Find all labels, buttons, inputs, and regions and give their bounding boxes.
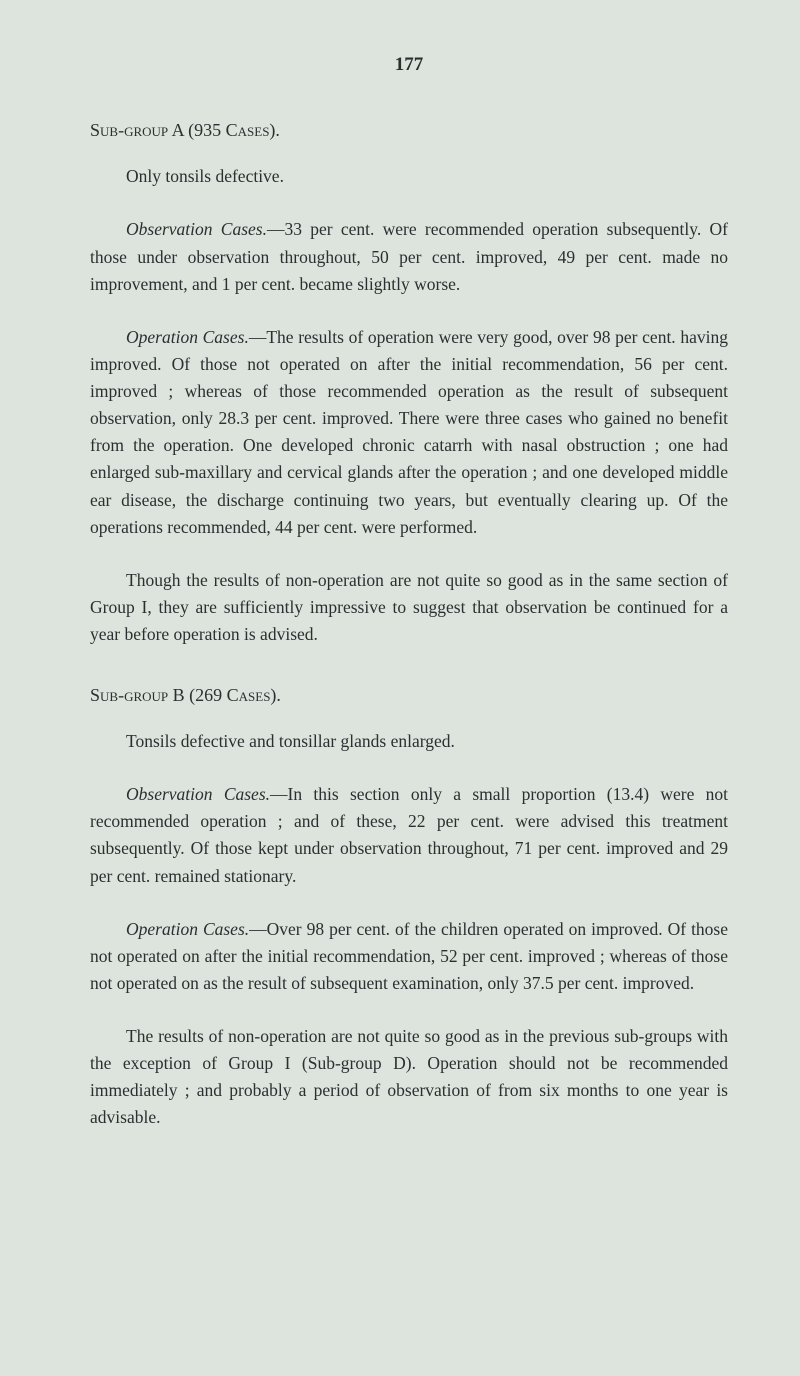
group-b-para-3: The results of non-operation are not qui… bbox=[90, 1023, 728, 1132]
group-b-para-2: Operation Cases.—Over 98 per cent. of th… bbox=[90, 916, 728, 997]
group-b-para-1: Observation Cases.—In this section only … bbox=[90, 781, 728, 890]
group-a-para-1: Observation Cases.—33 per cent. were rec… bbox=[90, 216, 728, 297]
run-in-heading: Operation Cases. bbox=[126, 327, 249, 347]
group-a-para-3: Though the results of non-operation are … bbox=[90, 567, 728, 648]
group-b-subline: Tonsils defective and tonsillar glands e… bbox=[126, 728, 728, 755]
group-a-subline: Only tonsils defective. bbox=[126, 163, 728, 190]
group-b-heading: Sub-group B (269 Cases). bbox=[90, 682, 728, 710]
run-in-heading: Observation Cases. bbox=[126, 784, 270, 804]
group-a-heading: Sub-group A (935 Cases). bbox=[90, 117, 728, 145]
page-number: 177 bbox=[90, 50, 728, 79]
run-in-heading: Operation Cases. bbox=[126, 919, 249, 939]
run-in-heading: Observation Cases. bbox=[126, 219, 267, 239]
para-text: —The results of operation were very good… bbox=[90, 327, 728, 537]
group-a-para-2: Operation Cases.—The results of operatio… bbox=[90, 324, 728, 541]
